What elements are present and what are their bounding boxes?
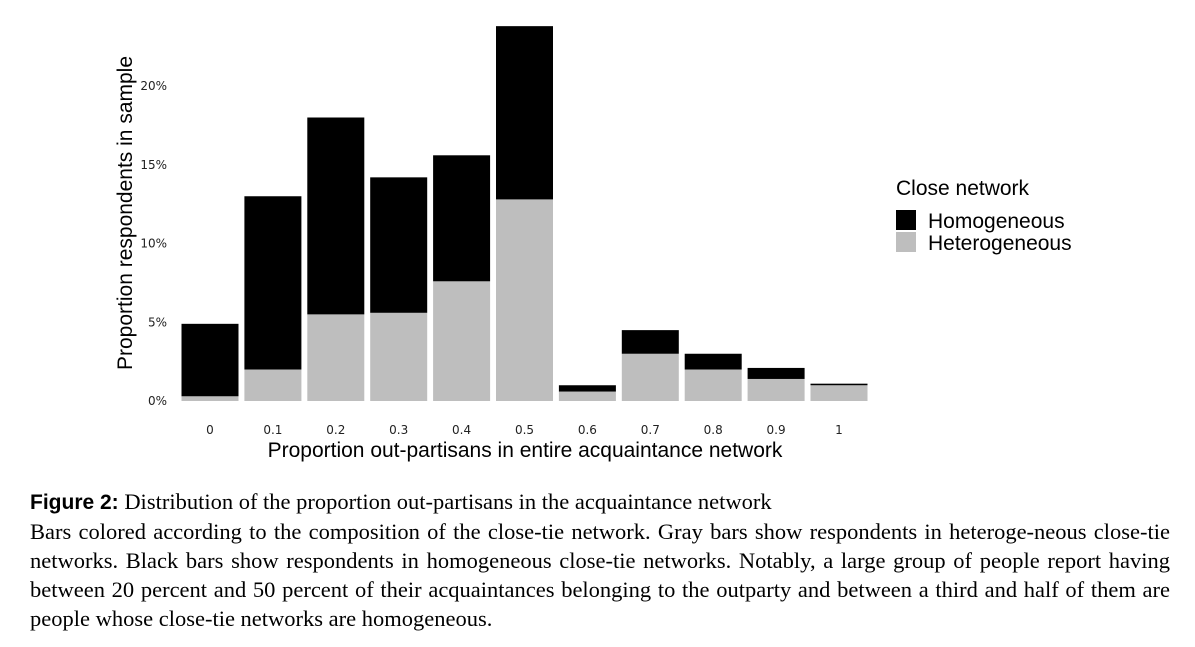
bar-heterogeneous-0.2 <box>307 314 365 401</box>
y-tick-label: 15% <box>140 158 167 172</box>
bar-heterogeneous-1 <box>810 385 868 401</box>
y-tick-labels: 0% 5% 10% 15% 20% <box>140 79 167 408</box>
legend-swatch-homogeneous <box>896 210 916 230</box>
caption-title: Distribution of the proportion out-parti… <box>118 489 772 514</box>
x-tick-label: 0 <box>206 423 214 437</box>
y-tick-label: 10% <box>140 237 167 251</box>
bar-homogeneous-0.5 <box>496 26 553 200</box>
x-axis-title: Proportion out-partisans in entire acqua… <box>268 439 783 462</box>
bar-homogeneous-1 <box>810 383 868 386</box>
x-tick-label: 1 <box>835 423 843 437</box>
y-tick-label: 5% <box>148 315 167 329</box>
bars-group <box>181 26 868 401</box>
x-tick-labels: 0 0.1 0.2 0.3 0.4 0.5 0.6 0.7 0.8 0.9 1 <box>206 423 843 437</box>
bar-homogeneous-0.7 <box>621 330 679 354</box>
bar-heterogeneous-0.1 <box>244 369 302 401</box>
stacked-bar-chart: 0%5%10%15%20% 0 0.1 0.2 0.3 0.4 0.5 0.6 0.7 0.8 0… <box>114 26 1072 462</box>
y-axis-title: Proportion respondents in sample <box>114 56 137 370</box>
y-tick-label: 20% <box>140 79 167 93</box>
bar-heterogeneous-0 <box>181 396 239 401</box>
caption-body: Bars colored according to the compositio… <box>30 519 1170 631</box>
bar-homogeneous-0 <box>181 323 239 397</box>
bar-heterogeneous-0.8 <box>684 369 742 401</box>
x-tick-label: 0.8 <box>704 423 723 437</box>
bar-homogeneous-0.8 <box>684 353 742 370</box>
figure-caption: Figure 2: Distribution of the proportion… <box>30 487 1170 633</box>
legend-swatch-heterogeneous <box>896 232 916 252</box>
caption-heading: Figure 2: Distribution of the proportion… <box>30 487 1170 517</box>
x-tick-label: 0.1 <box>263 423 282 437</box>
figure-label: Figure 2: <box>30 491 119 514</box>
y-tick-label: 0% <box>148 394 167 408</box>
legend-label-homogeneous: Homogeneous <box>928 210 1065 233</box>
bar-heterogeneous-0.6 <box>558 391 616 401</box>
bar-homogeneous-0.3 <box>370 177 428 313</box>
x-tick-label: 0.9 <box>767 423 786 437</box>
x-tick-label: 0.2 <box>326 423 345 437</box>
bar-heterogeneous-0.9 <box>747 378 805 401</box>
bar-homogeneous-0.1 <box>244 196 302 370</box>
bar-heterogeneous-0.7 <box>621 353 679 401</box>
bar-heterogeneous-0.4 <box>433 281 491 401</box>
legend-label-heterogeneous: Heterogeneous <box>928 232 1072 255</box>
bar-homogeneous-0.9 <box>747 367 805 379</box>
bar-heterogeneous-0.5 <box>496 199 553 401</box>
x-tick-label: 0.4 <box>452 423 471 437</box>
bar-homogeneous-0.2 <box>307 117 365 315</box>
bar-heterogeneous-0.3 <box>370 312 428 401</box>
x-tick-label: 0.7 <box>641 423 660 437</box>
x-tick-label: 0.3 <box>389 423 408 437</box>
legend: Close network Homogeneous Heterogeneous <box>896 177 1072 255</box>
bar-homogeneous-0.6 <box>558 385 616 392</box>
legend-title: Close network <box>896 177 1030 200</box>
bar-homogeneous-0.4 <box>433 155 491 282</box>
x-tick-label: 0.6 <box>578 423 597 437</box>
x-tick-label: 0.5 <box>515 423 534 437</box>
